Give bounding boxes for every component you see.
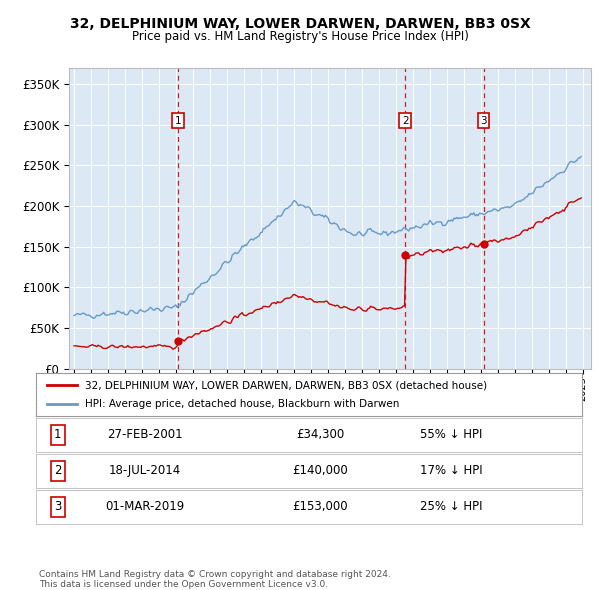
- Text: 32, DELPHINIUM WAY, LOWER DARWEN, DARWEN, BB3 0SX (detached house): 32, DELPHINIUM WAY, LOWER DARWEN, DARWEN…: [85, 381, 487, 391]
- Text: Price paid vs. HM Land Registry's House Price Index (HPI): Price paid vs. HM Land Registry's House …: [131, 30, 469, 43]
- Text: 32, DELPHINIUM WAY, LOWER DARWEN, DARWEN, BB3 0SX: 32, DELPHINIUM WAY, LOWER DARWEN, DARWEN…: [70, 17, 530, 31]
- Text: 01-MAR-2019: 01-MAR-2019: [106, 500, 185, 513]
- Text: 2: 2: [402, 116, 409, 126]
- Text: 1: 1: [54, 428, 62, 441]
- Text: Contains HM Land Registry data © Crown copyright and database right 2024.
This d: Contains HM Land Registry data © Crown c…: [39, 570, 391, 589]
- Text: 18-JUL-2014: 18-JUL-2014: [109, 464, 181, 477]
- Text: 1: 1: [175, 116, 182, 126]
- Text: £34,300: £34,300: [296, 428, 344, 441]
- Text: 55% ↓ HPI: 55% ↓ HPI: [420, 428, 482, 441]
- Text: 27-FEB-2001: 27-FEB-2001: [107, 428, 183, 441]
- Text: 17% ↓ HPI: 17% ↓ HPI: [419, 464, 482, 477]
- Text: 3: 3: [480, 116, 487, 126]
- Text: £140,000: £140,000: [292, 464, 348, 477]
- Text: £153,000: £153,000: [292, 500, 348, 513]
- Text: HPI: Average price, detached house, Blackburn with Darwen: HPI: Average price, detached house, Blac…: [85, 399, 400, 409]
- Text: 25% ↓ HPI: 25% ↓ HPI: [420, 500, 482, 513]
- Text: 2: 2: [54, 464, 62, 477]
- Text: 3: 3: [54, 500, 62, 513]
